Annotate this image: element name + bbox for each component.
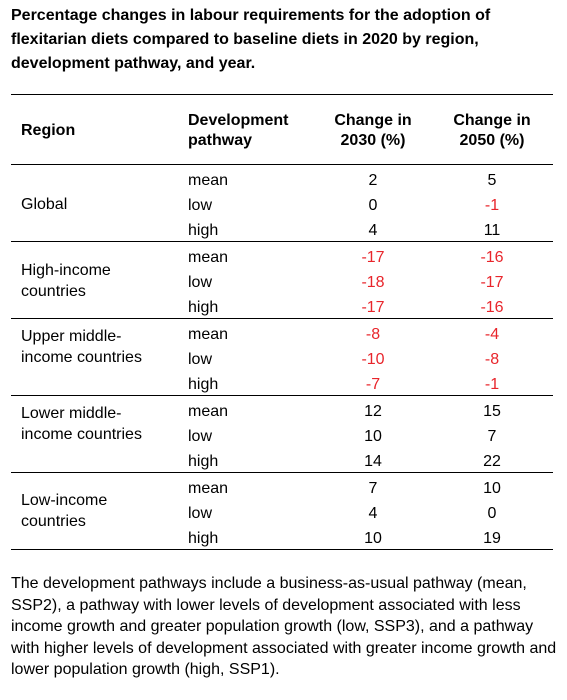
header-pathway: Development pathway: [188, 112, 289, 149]
group-rule: [11, 318, 553, 319]
region-label: Low-income countries: [21, 492, 108, 530]
value-2050-cell: 19: [483, 530, 501, 547]
table-title: Percentage changes in labour requirement…: [11, 7, 491, 72]
pathway-cell: mean: [188, 480, 229, 497]
value-2050-cell: 5: [487, 172, 497, 189]
header-region: Region: [21, 122, 76, 139]
value-2050-cell: -16: [480, 299, 504, 316]
region-label: Upper middle-income countries: [21, 328, 142, 366]
value-2050-cell: 7: [487, 428, 497, 445]
pathway-cell: mean: [188, 326, 229, 343]
pathway-cell: low: [188, 505, 213, 522]
value-2030-cell: -17: [361, 299, 385, 316]
value-2050-cell: 15: [483, 403, 501, 420]
value-2030-cell: -17: [361, 249, 385, 266]
value-2030-cell: 12: [364, 403, 382, 420]
value-2030-cell: 14: [364, 453, 382, 470]
region-label: Lower middle-income countries: [21, 405, 142, 443]
value-2050-cell: 10: [483, 480, 501, 497]
value-2050-cell: -8: [484, 351, 500, 368]
region-label: Global: [21, 196, 68, 213]
region-label: High-income countries: [21, 262, 111, 300]
pathway-cell: low: [188, 197, 213, 214]
value-2050-cell: -1: [484, 376, 500, 393]
value-2030-cell: 4: [368, 505, 378, 522]
value-2050-cell: -4: [484, 326, 500, 343]
header-change-2050: Change in 2050 (%): [453, 112, 531, 149]
pathway-cell: mean: [188, 172, 229, 189]
value-2030-cell: 7: [368, 480, 378, 497]
value-2050-cell: 11: [483, 222, 501, 239]
pathway-cell: high: [188, 299, 219, 316]
value-2050-cell: -16: [480, 249, 504, 266]
pathway-cell: high: [188, 376, 219, 393]
value-2030-cell: -10: [361, 351, 385, 368]
pathway-cell: mean: [188, 249, 229, 266]
pathway-cell: high: [188, 453, 219, 470]
value-2050-cell: 22: [483, 453, 501, 470]
value-2030-cell: -7: [365, 376, 381, 393]
value-2030-cell: -8: [365, 326, 381, 343]
group-rule: [11, 241, 553, 242]
value-2050-cell: -1: [484, 197, 500, 214]
pathway-cell: low: [188, 274, 213, 291]
value-2030-cell: 10: [364, 428, 382, 445]
header-change-2030: Change in 2030 (%): [334, 112, 412, 149]
value-2050-cell: 0: [487, 505, 497, 522]
pathway-cell: high: [188, 530, 219, 547]
value-2030-cell: -18: [361, 274, 385, 291]
pathway-cell: low: [188, 351, 213, 368]
table-bottom-rule: [11, 549, 553, 550]
group-rule: [11, 472, 553, 473]
value-2050-cell: -17: [480, 274, 504, 291]
value-2030-cell: 0: [368, 197, 378, 214]
group-rule: [11, 395, 553, 396]
pathway-cell: high: [188, 222, 219, 239]
table-footnote: The development pathways include a busin…: [11, 575, 557, 678]
value-2030-cell: 2: [368, 172, 378, 189]
table-top-rule: [11, 94, 553, 95]
header-rule: [11, 164, 553, 165]
pathway-cell: low: [188, 428, 213, 445]
value-2030-cell: 10: [364, 530, 382, 547]
value-2030-cell: 4: [368, 222, 378, 239]
pathway-cell: mean: [188, 403, 229, 420]
